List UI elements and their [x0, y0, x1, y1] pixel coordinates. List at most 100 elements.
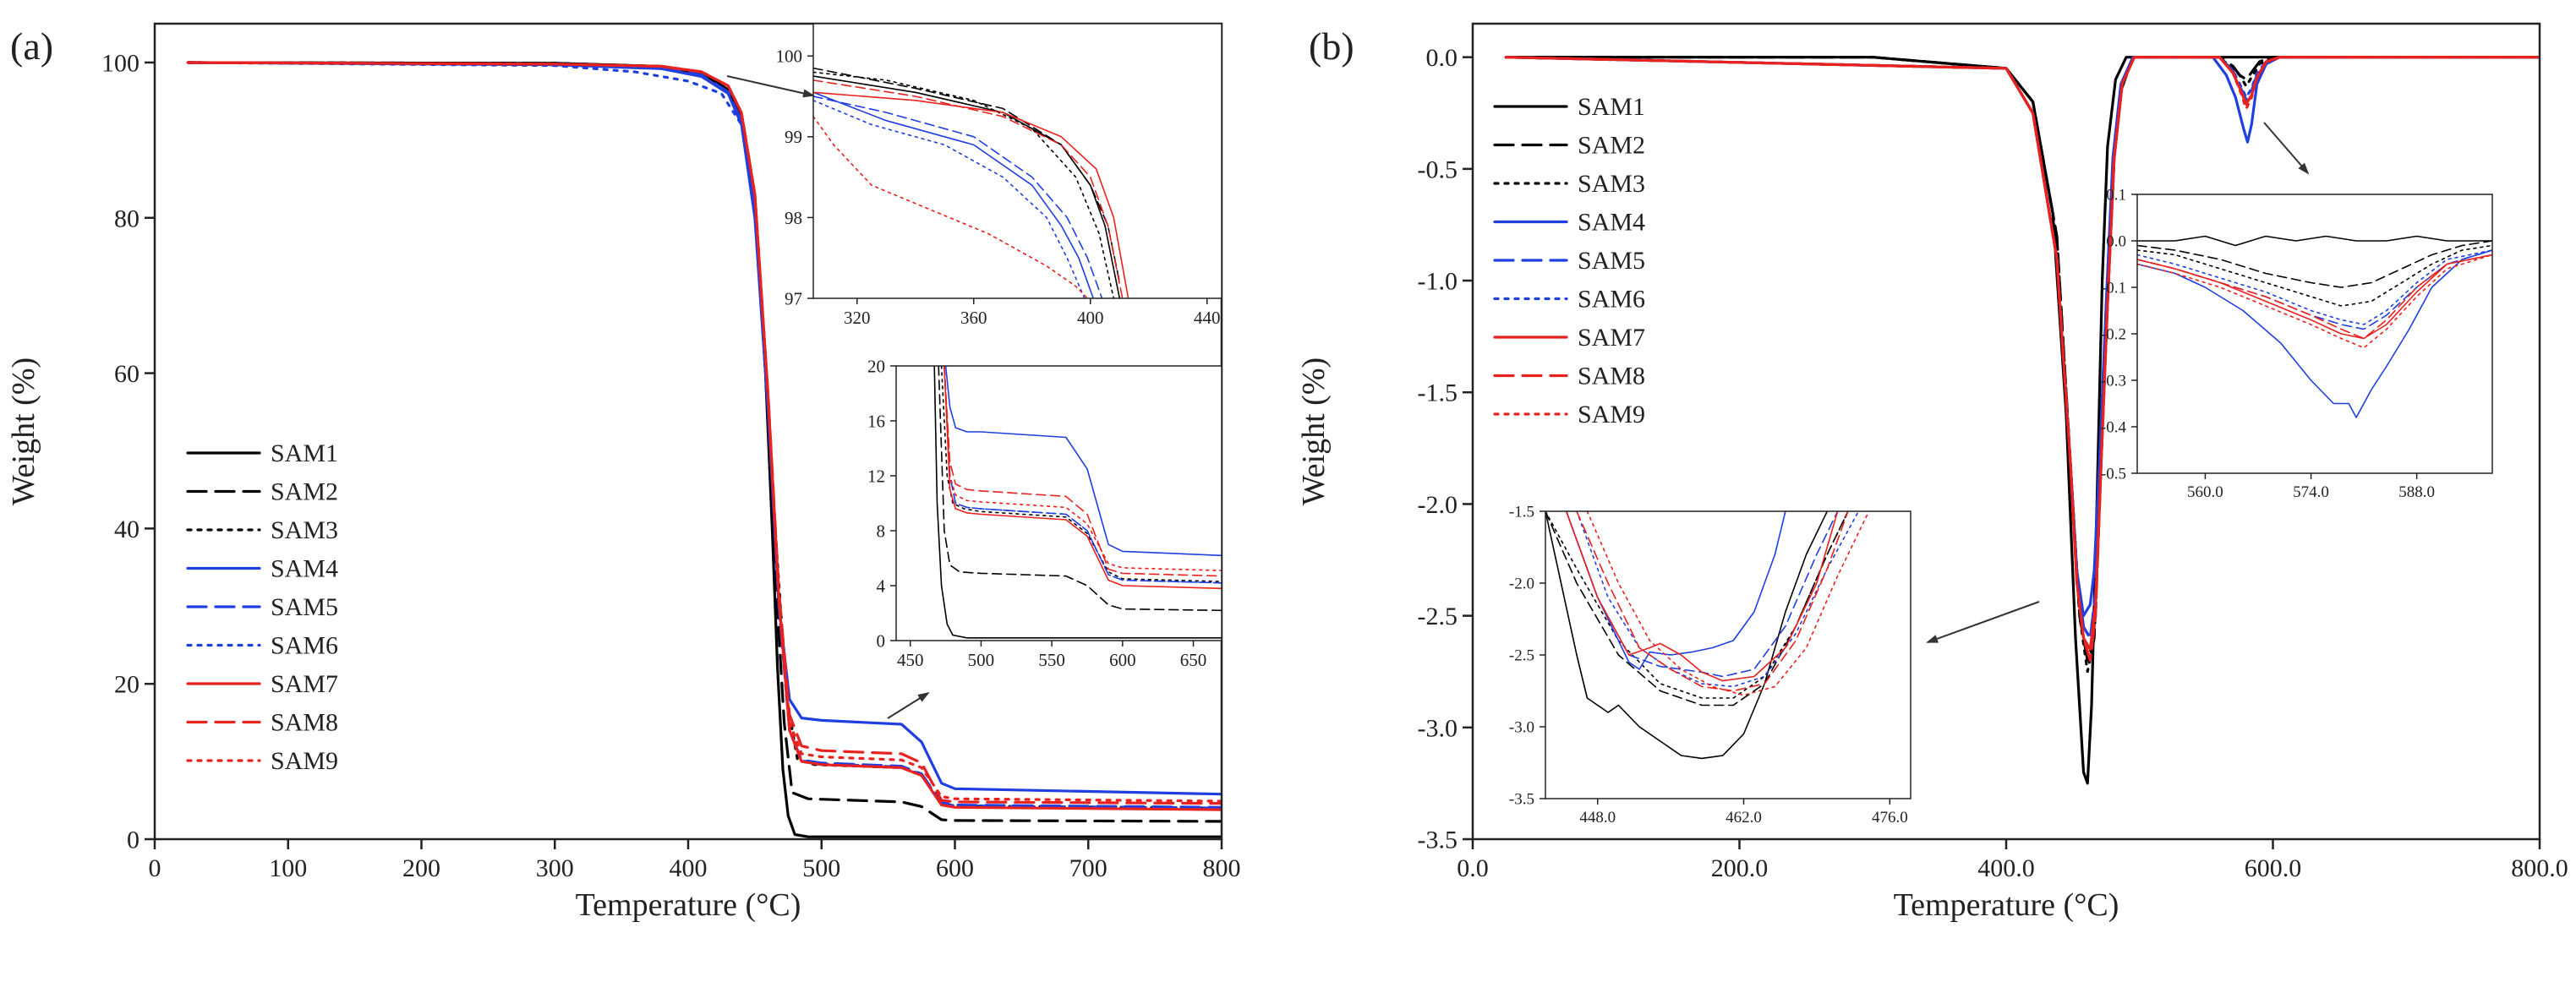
- y-tick-label: -2.5: [1418, 603, 1458, 630]
- y-tick-label: 98: [785, 208, 802, 228]
- legend-label-sam2: SAM2: [1578, 132, 1645, 160]
- y-tick-label: -2.0: [1509, 576, 1534, 593]
- legend-label-sam8: SAM8: [271, 709, 338, 737]
- y-tick-label: -2.5: [1509, 647, 1534, 665]
- series-line-sam9: [1586, 511, 1870, 696]
- y-tick-label: -0.2: [2101, 326, 2126, 344]
- inset-background: [1545, 511, 1911, 799]
- series-line-sam3: [813, 71, 1115, 298]
- series-group: [933, 366, 1222, 639]
- y-tick-label: 20: [867, 356, 885, 376]
- series-line-sam5: [813, 95, 1103, 298]
- x-tick-label: 400.0: [1977, 854, 2035, 882]
- series-line-sam6: [943, 366, 1222, 584]
- series-line-sam7: [943, 366, 1222, 590]
- y-tick-label: 4: [877, 576, 886, 596]
- y-tick-label: 80: [114, 205, 139, 232]
- series-line-sam1: [2137, 235, 2492, 247]
- series-line-sam3: [2137, 244, 2492, 307]
- legend-label-sam9: SAM9: [1578, 401, 1645, 428]
- y-tick-label: -0.4: [2101, 419, 2127, 437]
- x-tick-label: 400: [670, 854, 708, 882]
- series-line-sam6: [1576, 511, 1860, 688]
- y-tick-label: 16: [867, 411, 885, 431]
- y-tick-label: 0: [877, 630, 886, 651]
- series-line-sam5: [2137, 249, 2492, 330]
- y-tick-label: 60: [114, 360, 139, 388]
- series-line-sam4: [813, 91, 1094, 298]
- y-tick-label: 12: [867, 466, 885, 486]
- legend-label-sam6: SAM6: [271, 632, 338, 660]
- panel-b-tag: (b): [1309, 25, 1354, 68]
- legend-label-sam7: SAM7: [1578, 324, 1645, 352]
- y-tick-label: -3.0: [1509, 719, 1534, 737]
- x-tick-label: 448.0: [1579, 809, 1616, 827]
- series-group: [1504, 56, 2540, 785]
- x-tick-label: 300: [536, 854, 574, 882]
- y-tick-label: -3.0: [1418, 714, 1458, 742]
- x-tick-label: 360: [960, 308, 987, 328]
- series-line-sam8: [813, 79, 1124, 298]
- x-tick-label: 588.0: [2398, 483, 2435, 501]
- x-tick-label: 560.0: [2187, 483, 2223, 501]
- series-line-sam9: [186, 61, 1222, 803]
- series-group: [186, 61, 1222, 838]
- chart-a-inset2: 450 500 550 600 650 0 4 8 12 16 20: [867, 356, 1222, 670]
- x-tick-label: 200.0: [1711, 854, 1769, 882]
- legend-label-sam4: SAM4: [1578, 209, 1645, 237]
- arrow-to-inset-a2: [887, 691, 930, 719]
- chart-b-inset2: 448.0 462.0 476.0 -1.5 -2.0 -2.5 -3.0 -3.5: [1509, 504, 1911, 827]
- y-tick-label: -1.5: [1418, 379, 1458, 407]
- plot-frame: [812, 23, 1222, 299]
- legend-label-sam1: SAM1: [271, 439, 338, 467]
- x-tick-label: 476.0: [1872, 809, 1908, 827]
- y-tick-label: 0.0: [1426, 44, 1458, 72]
- series-line-sam1: [933, 366, 1222, 639]
- x-tick-label: 800.0: [2511, 854, 2568, 882]
- chart-b-main: 0.0 200.0 400.0 600.0 800.0 0.0 -0.5 -1.0 -1.5 -2…: [1296, 22, 2568, 923]
- y-tick-label: 100: [101, 49, 139, 77]
- y-tick-label: 20: [114, 671, 139, 699]
- y-tick-label: 97: [785, 288, 802, 308]
- y-tick-label: 99: [785, 127, 802, 147]
- chart-a-inset1: 320 360 400 440 97 98 99 100: [776, 23, 1222, 328]
- x-tick-label: 550: [1038, 650, 1065, 670]
- legend-label-sam4: SAM4: [271, 555, 338, 583]
- legend-label-sam2: SAM2: [271, 478, 338, 506]
- y-tick-label: 0: [127, 827, 139, 854]
- series-line-sam4: [2137, 249, 2492, 418]
- series-line-sam8: [2137, 254, 2492, 340]
- series-line-sam2: [938, 366, 1222, 612]
- legend-a: SAM1 SAM2 SAM3 SAM4 SAM5 SAM6 SAM7 SAM8 SAM9: [186, 439, 338, 775]
- series-line-sam1: [1545, 511, 1829, 760]
- series-line-sam2: [2137, 240, 2492, 288]
- y-tick-label: -0.3: [2101, 373, 2126, 390]
- series-line-sam6: [813, 100, 1086, 298]
- x-tick-label: 500: [802, 854, 840, 882]
- arrow-to-inset-b2: [1926, 601, 2040, 643]
- y-tick-label: 8: [877, 521, 886, 541]
- annotations-layer: [726, 75, 2310, 719]
- arrow-to-inset-a1: [726, 75, 815, 98]
- chart-a-main: 0 100 200 300 400 500 600 700 800020406080100Tem…: [6, 22, 1241, 923]
- y-tick-label: -3.5: [1418, 827, 1458, 854]
- legend-label-sam3: SAM3: [271, 516, 338, 544]
- series-line-sam4: [944, 366, 1222, 557]
- y-tick-label: -3.5: [1509, 791, 1534, 809]
- series-line-sam3: [1545, 511, 1849, 699]
- x-tick-label: 700: [1069, 854, 1108, 882]
- series-line-sam9: [1504, 56, 2540, 663]
- legend-b: SAM1 SAM2 SAM3 SAM4 SAM5 SAM6 SAM7 SAM8 SAM9: [1493, 93, 1645, 428]
- y-axis-label: Weight (%): [1296, 357, 1332, 505]
- series-line-sam6: [2137, 249, 2492, 325]
- series-group: [2137, 235, 2492, 418]
- series-line-sam8: [1576, 511, 1849, 692]
- x-tick-label: 320: [844, 308, 871, 328]
- x-tick-label: 200: [402, 854, 440, 882]
- x-tick-label: 400: [1077, 308, 1104, 328]
- x-tick-label: 450: [897, 650, 924, 670]
- x-tick-label: 600: [1109, 650, 1136, 670]
- y-tick-label: -2.0: [1418, 491, 1458, 519]
- series-group: [813, 67, 1129, 298]
- y-tick-label: -0.5: [1418, 155, 1458, 183]
